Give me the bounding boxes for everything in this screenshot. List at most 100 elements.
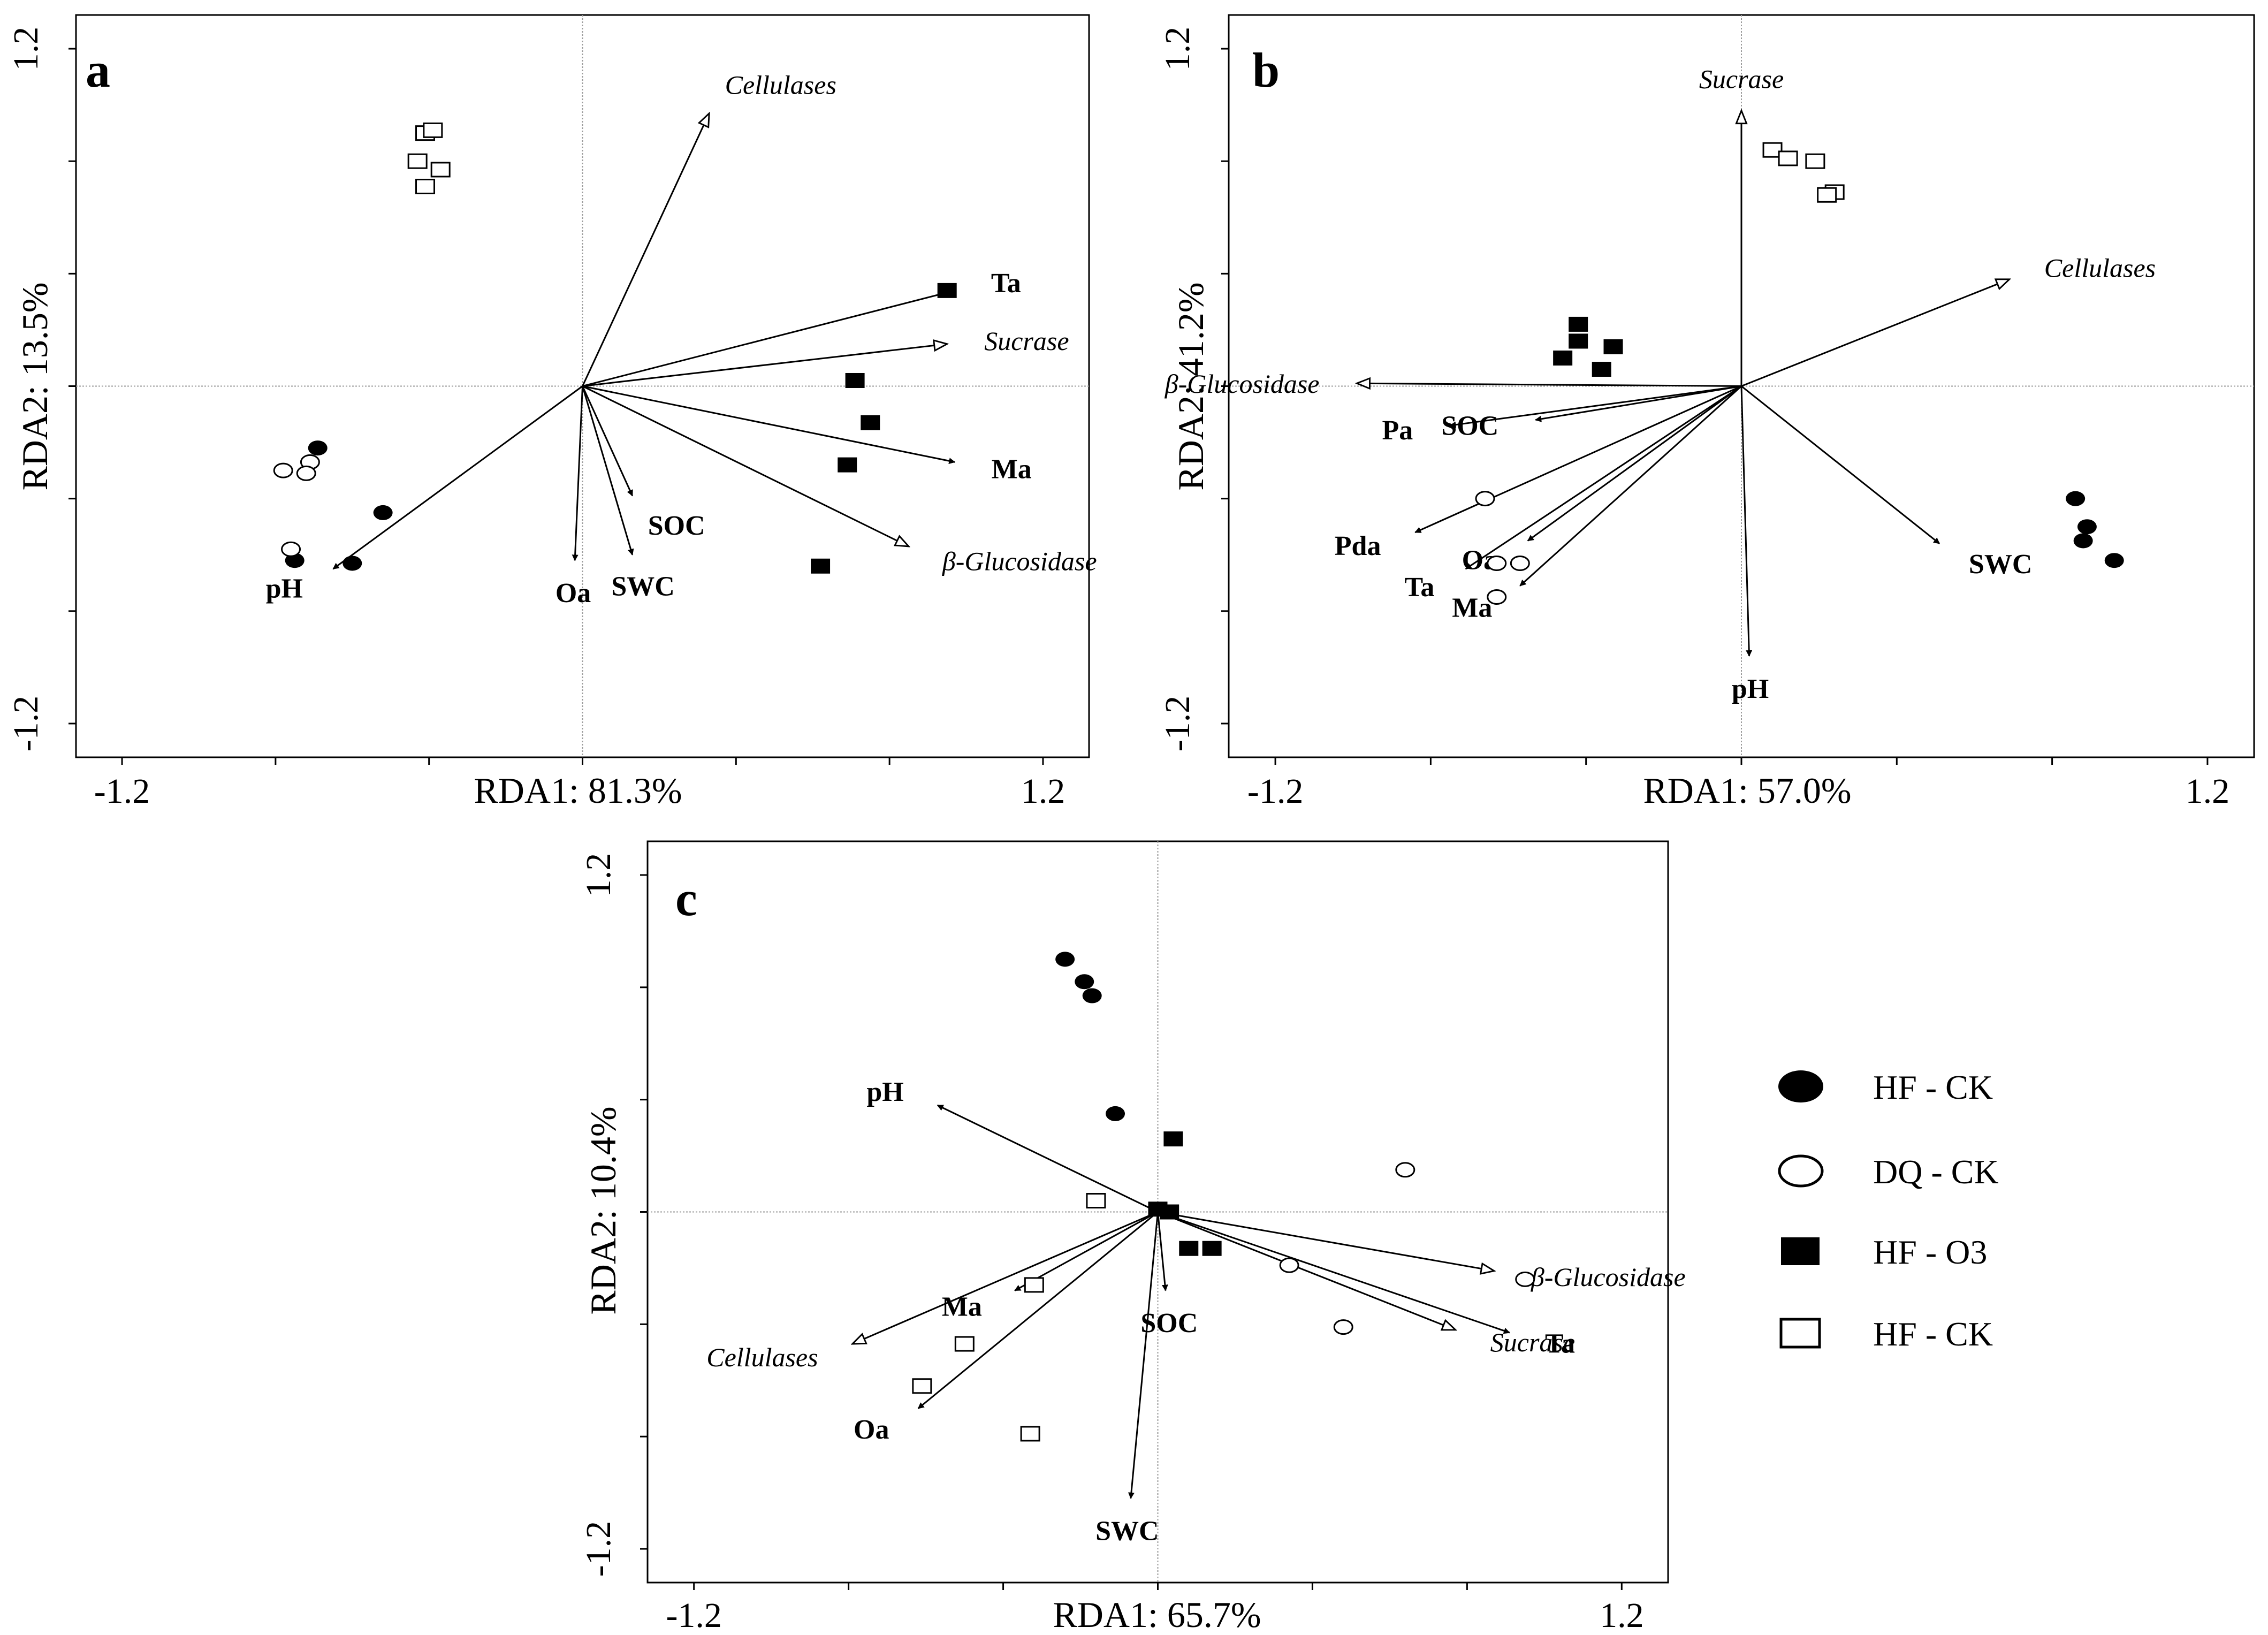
vector-label-glucosidase: β-Glucosidase — [942, 546, 1097, 576]
y-axis-title: RDA2: 13.5% — [14, 282, 55, 490]
point-hf-ck-filled-circle — [2104, 553, 2124, 568]
y-axis-title: RDA2: 41.2% — [1170, 282, 1211, 490]
point-hf-ck-filled-circle — [1082, 988, 1102, 1003]
vector-label-ta: Ta — [1404, 572, 1434, 603]
x-tick-label: -1.2 — [94, 772, 150, 811]
legend-marker-filled-circle — [1778, 1070, 1823, 1102]
point-hf-o3-filled-square — [1553, 350, 1573, 366]
env-vector-ta — [1465, 385, 1742, 570]
panel-b-chart: -1.2 1.2 1.2 -1.2 RDA1: 57.0% RDA2: 41.2% b Suc… — [1158, 14, 2255, 811]
vector-label-cellulases: Cellulases — [725, 70, 836, 100]
env-vector-ph — [1740, 386, 1753, 657]
env-vector-pda — [1414, 385, 1742, 534]
x-tick-label: -1.2 — [1247, 772, 1303, 811]
enzyme-vector-cellulases — [853, 1211, 1159, 1344]
panel-letter: b — [1252, 43, 1280, 97]
point-hf-ck-open-square — [423, 122, 443, 138]
env-vector-ta — [1158, 1211, 1510, 1334]
enzyme-vector-sucrase — [582, 344, 947, 387]
legend-item-hf-o3-filled-square: HF - O3 — [1781, 1233, 1987, 1271]
point-dq-ck-open-circle — [281, 541, 301, 557]
y-tick-label: 1.2 — [1158, 27, 1197, 71]
enzyme-vector-glucosidase — [1357, 383, 1742, 386]
vector-label-glucosidase: β-Glucosidase — [1531, 1262, 1686, 1292]
legend: HF - CK DQ - CK HF - O3 HF - CK — [1778, 1068, 1999, 1353]
point-dq-ck-open-circle — [1395, 1162, 1415, 1178]
vector-label-ma: Ma — [992, 454, 1032, 484]
env-vector-ph — [937, 1104, 1159, 1213]
point-hf-ck-filled-circle — [1106, 1106, 1125, 1121]
point-hf-o3-filled-square — [1603, 339, 1623, 354]
enzyme-vector-glucosidase — [582, 385, 909, 546]
point-hf-o3-filled-square — [811, 558, 831, 574]
point-hf-o3-filled-square — [1202, 1241, 1222, 1256]
point-dq-ck-open-circle — [296, 465, 316, 481]
env-vector-oa — [572, 386, 583, 561]
point-hf-ck-open-square — [954, 1336, 975, 1352]
point-hf-ck-open-square — [1778, 150, 1798, 166]
point-dq-ck-open-circle — [1515, 1271, 1535, 1287]
point-hf-ck-open-square — [1024, 1277, 1044, 1293]
env-vector-ta — [582, 288, 956, 387]
env-vector-swc — [582, 386, 634, 556]
x-tick-label: 1.2 — [2186, 772, 2230, 811]
legend-marker-open-circle — [1778, 1154, 1824, 1188]
x-axis-title: RDA1: 57.0% — [1643, 770, 1851, 811]
enzyme-vector-cellulases — [582, 113, 710, 387]
y-tick-label: -1.2 — [1158, 696, 1197, 751]
point-hf-o3-filled-square — [937, 283, 957, 298]
point-hf-ck-open-square — [1805, 153, 1825, 169]
point-hf-ck-filled-circle — [1055, 952, 1075, 967]
point-dq-ck-open-circle — [1487, 555, 1507, 571]
point-hf-ck-open-square — [1817, 187, 1837, 203]
env-vector-ma — [1519, 385, 1742, 587]
x-tick-label: 1.2 — [1600, 1596, 1644, 1635]
point-hf-o3-filled-square — [1160, 1204, 1179, 1220]
vector-label-cellulases: Cellulases — [706, 1342, 818, 1372]
env-vector-oa — [917, 1211, 1159, 1409]
point-hf-ck-filled-circle — [2066, 491, 2086, 506]
y-tick-label: -1.2 — [579, 1521, 618, 1577]
env-vector-pa — [1449, 385, 1742, 428]
vector-label-soc: SOC — [648, 511, 705, 541]
point-hf-ck-filled-circle — [2077, 519, 2097, 535]
panel-letter: c — [675, 871, 697, 926]
enzyme-vector-cellulases — [1741, 279, 2010, 387]
vector-label-swc: SWC — [1969, 549, 2032, 580]
vector-label-ph: pH — [1732, 674, 1769, 704]
point-hf-ck-open-square — [407, 153, 428, 169]
point-dq-ck-open-circle — [1487, 589, 1507, 605]
x-axis-title: RDA1: 65.7% — [1053, 1594, 1261, 1635]
legend-item-hf-ck-open-square: HF - CK — [1779, 1315, 1993, 1353]
point-hf-o3-filled-square — [861, 415, 880, 430]
legend-item-hf-ck-filled-circle: HF - CK — [1778, 1068, 1993, 1106]
point-hf-ck-open-square — [430, 162, 451, 178]
panel-letter: a — [86, 43, 110, 97]
vector-label-oa: Oa — [854, 1415, 889, 1445]
vector-label-swc: SWC — [1095, 1516, 1159, 1546]
vector-label-glucosidase: β-Glucosidase — [1165, 369, 1320, 399]
point-hf-ck-open-square — [1020, 1426, 1040, 1442]
point-hf-ck-filled-circle — [343, 556, 362, 571]
point-hf-ck-open-square — [415, 178, 436, 194]
env-vector-ph — [332, 385, 583, 570]
legend-item-dq-ck-open-circle: DQ - CK — [1778, 1153, 1999, 1191]
legend-label: HF - CK — [1873, 1315, 1993, 1353]
env-vector-soc — [1157, 1212, 1168, 1291]
point-dq-ck-open-circle — [1333, 1319, 1353, 1335]
vector-label-sucrase: Sucrase — [1699, 64, 1784, 94]
y-tick-label: 1.2 — [6, 27, 45, 71]
point-hf-ck-filled-circle — [308, 440, 328, 456]
env-vector-ma — [582, 385, 956, 465]
point-hf-o3-filled-square — [1592, 361, 1611, 377]
panel-a-chart: -1.2 1.2 1.2 -1.2 RDA1: 81.3% RDA2: 13.5% a Cel… — [6, 14, 1097, 811]
point-hf-ck-open-square — [1762, 142, 1783, 158]
vector-label-ph: pH — [866, 1077, 903, 1107]
vector-label-ta: Ta — [1545, 1329, 1575, 1359]
vector-label-pa: Pa — [1382, 415, 1413, 446]
vector-label-swc: SWC — [611, 571, 674, 602]
x-axis-title: RDA1: 81.3% — [474, 770, 682, 811]
legend-marker-open-square — [1779, 1318, 1821, 1349]
